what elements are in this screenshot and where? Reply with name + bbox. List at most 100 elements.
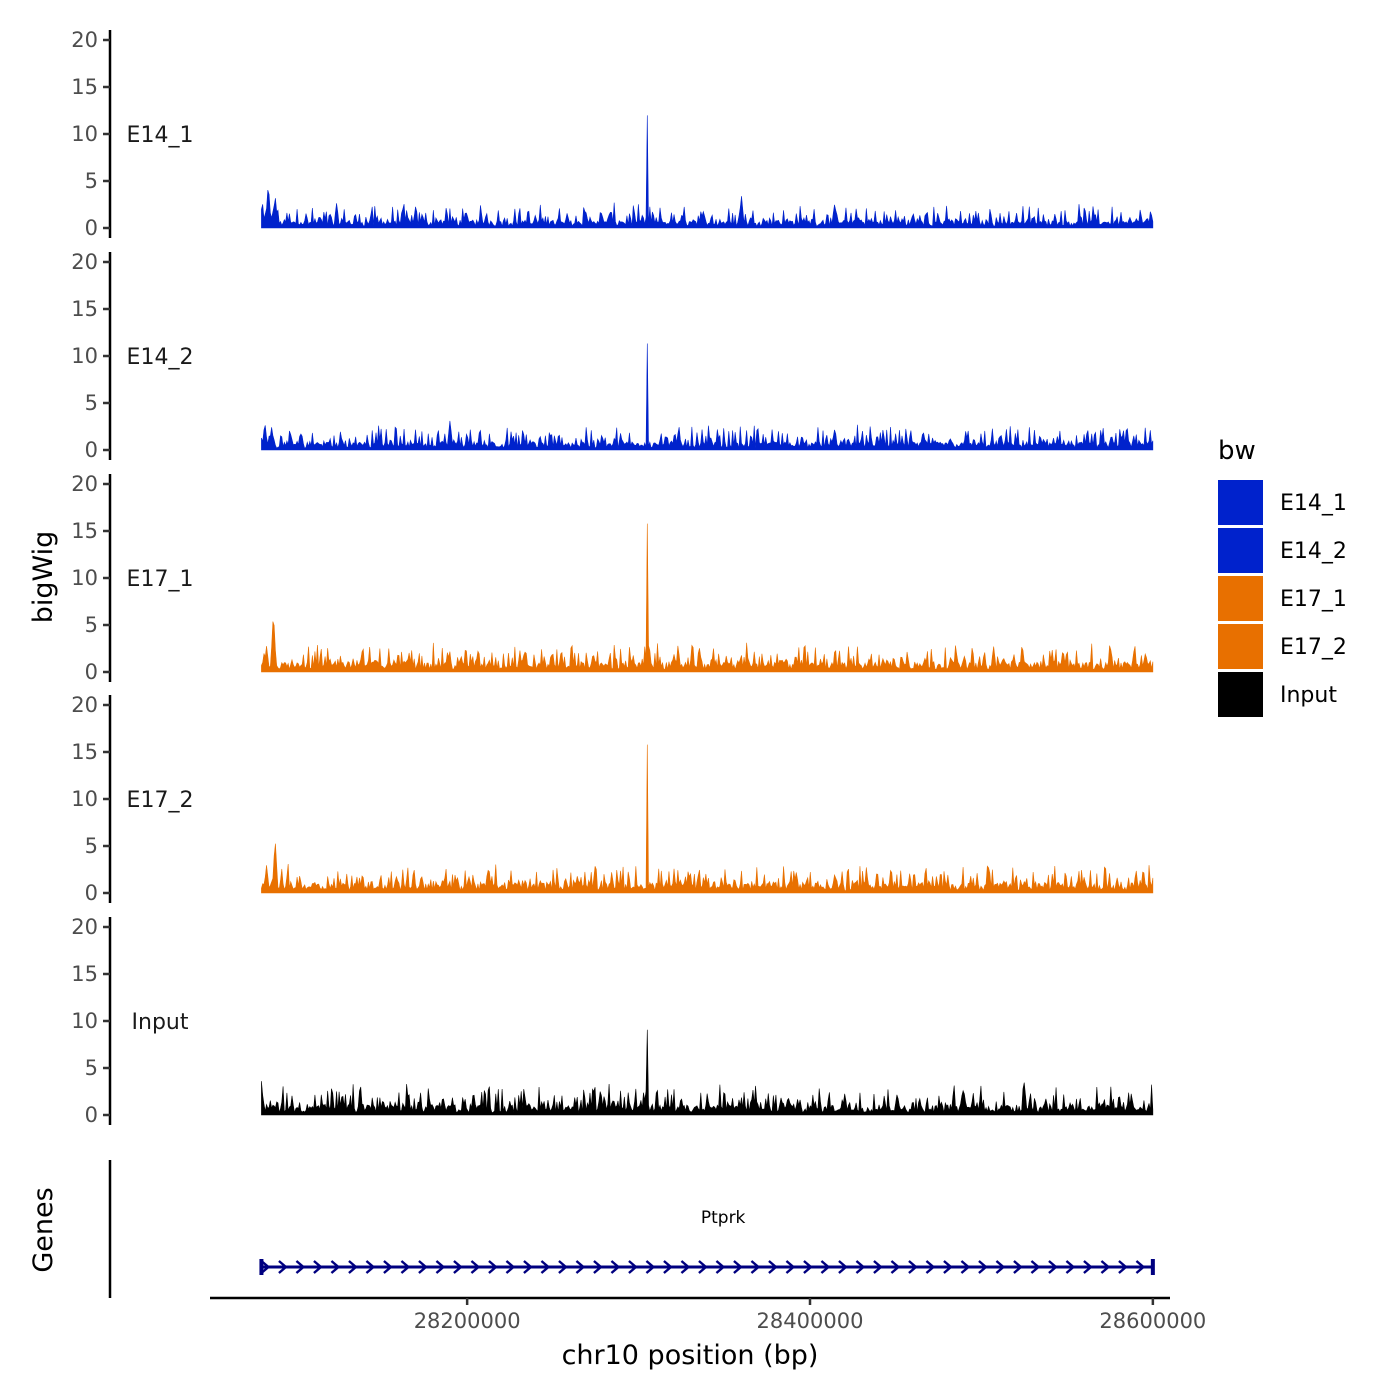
legend-item-e14-1: E14_1 [1218, 480, 1347, 525]
gene-strand-arrow [610, 1260, 621, 1274]
gene-strand-arrow [348, 1260, 358, 1274]
y-tick-label: 20 [71, 250, 98, 274]
y-tick-label: 15 [71, 740, 98, 764]
y-tick-label: 20 [71, 693, 98, 717]
y-tick-label: 10 [71, 566, 98, 590]
y-tick-label: 20 [71, 472, 98, 496]
gene-strand-arrow [750, 1260, 761, 1274]
gene-end-mark [1150, 1259, 1155, 1275]
gene-strand-arrow [313, 1260, 323, 1274]
gene-strand-arrow [575, 1260, 586, 1274]
legend-label: E14_2 [1280, 539, 1347, 564]
legend-label: Input [1280, 683, 1337, 708]
gene-strand-arrow [908, 1260, 918, 1274]
gene-strand-arrow [505, 1260, 516, 1274]
gene-strand-arrow [278, 1260, 288, 1274]
gene-strand-arrow [365, 1260, 376, 1274]
y-tick-label: 15 [71, 75, 98, 99]
coverage-area [261, 115, 1154, 229]
panel-e17-2: 0 5 10 15 20 E17_2 [71, 693, 1154, 905]
gene-strand-arrow [960, 1260, 971, 1274]
gene-strand-arrow [1135, 1260, 1146, 1274]
x-tick-label: 28600000 [1099, 1309, 1206, 1333]
legend-item-e17-2: E17_2 [1218, 624, 1347, 669]
y-tick-label: 0 [85, 216, 98, 240]
legend: bw E14_1 E14_2 E17_1 E17_2 Input [1218, 436, 1347, 717]
y-tick-label: 10 [71, 344, 98, 368]
gene-strand-arrow [1065, 1260, 1076, 1274]
gene-strand-arrow [383, 1260, 393, 1274]
panel-label: E14_2 [127, 345, 194, 370]
y-tick-label: 0 [85, 1103, 98, 1127]
legend-label: E17_1 [1280, 587, 1347, 612]
y-tick-label: 5 [85, 169, 98, 193]
panel-label: E17_2 [127, 788, 194, 813]
gene-start-mark [259, 1259, 264, 1275]
legend-title: bw [1218, 436, 1256, 466]
gene-strand-arrow [820, 1260, 831, 1274]
gene-strand-arrow [645, 1260, 656, 1274]
x-tick-label: 28400000 [757, 1309, 864, 1333]
gene-name-label: Ptprk [701, 1208, 746, 1228]
y-tick-label: 20 [71, 28, 98, 52]
y-tick-label: 20 [71, 915, 98, 939]
gene-strand-arrow [523, 1260, 533, 1274]
gene-strand-arrow [943, 1260, 953, 1274]
gene-strand-arrow [768, 1260, 778, 1274]
gene-ptprk: Ptprk [259, 1208, 1155, 1275]
x-axis: 28200000 28400000 28600000 [210, 1296, 1206, 1333]
legend-swatch [1218, 624, 1263, 669]
gene-strand-arrow [260, 1260, 271, 1274]
gene-strand-arrow [733, 1260, 743, 1274]
gene-strand-arrow [925, 1260, 936, 1274]
panel-label: Input [132, 1010, 189, 1035]
gene-strand-arrow [803, 1260, 813, 1274]
y-tick-label: 10 [71, 122, 98, 146]
genes-axis-title: Genes [28, 1187, 59, 1272]
gene-strand-arrow [470, 1260, 481, 1274]
y-tick-label: 0 [85, 438, 98, 462]
gene-strand-arrow [785, 1260, 796, 1274]
gene-strand-arrow [488, 1260, 498, 1274]
gene-strand-arrow [855, 1260, 866, 1274]
panel-e14-2: 0 5 10 15 20 E14_2 [71, 250, 1154, 462]
y-tick-label: 15 [71, 297, 98, 321]
gene-strand-arrow [558, 1260, 568, 1274]
legend-item-e14-2: E14_2 [1218, 528, 1347, 573]
panel-e14-1: 0 5 10 15 20 E14_1 [71, 28, 1154, 240]
y-tick-label: 10 [71, 1009, 98, 1033]
gene-strand-arrow [295, 1260, 306, 1274]
y-tick-label: 0 [85, 660, 98, 684]
panel-e17-1: 0 5 10 15 20 E17_1 [71, 472, 1154, 684]
y-axis-title: bigWig [28, 531, 59, 624]
panel-input: 0 5 10 15 20 Input [71, 915, 1154, 1127]
coverage-area [261, 744, 1154, 894]
gene-strand-arrow [873, 1260, 883, 1274]
gene-strand-arrow [978, 1260, 988, 1274]
gene-strand-arrow [1030, 1260, 1041, 1274]
gene-strand-arrow [698, 1260, 708, 1274]
y-tick-label: 5 [85, 613, 98, 637]
gene-strand-arrow [628, 1260, 638, 1274]
gene-strand-arrow [680, 1260, 691, 1274]
y-tick-label: 5 [85, 834, 98, 858]
gene-strand-arrow [838, 1260, 848, 1274]
gene-strand-arrow [400, 1260, 411, 1274]
gene-strand-arrow [995, 1260, 1006, 1274]
gene-strand-arrow [1013, 1260, 1023, 1274]
y-tick-label: 15 [71, 519, 98, 543]
y-tick-label: 0 [85, 881, 98, 905]
coverage-area [261, 343, 1154, 451]
gene-strand-arrow [330, 1260, 341, 1274]
legend-swatch [1218, 576, 1263, 621]
panel-label: E14_1 [127, 123, 194, 148]
legend-item-input: Input [1218, 672, 1337, 717]
gene-strand-arrow [890, 1260, 901, 1274]
y-tick-label: 5 [85, 391, 98, 415]
legend-swatch [1218, 480, 1263, 525]
legend-label: E17_2 [1280, 635, 1347, 660]
x-axis-title: chr10 position (bp) [562, 1340, 819, 1371]
gene-strand-arrow [540, 1260, 551, 1274]
coverage-panels: 05101520E14_105101520E14_205101520E17_10… [71, 28, 1154, 1127]
